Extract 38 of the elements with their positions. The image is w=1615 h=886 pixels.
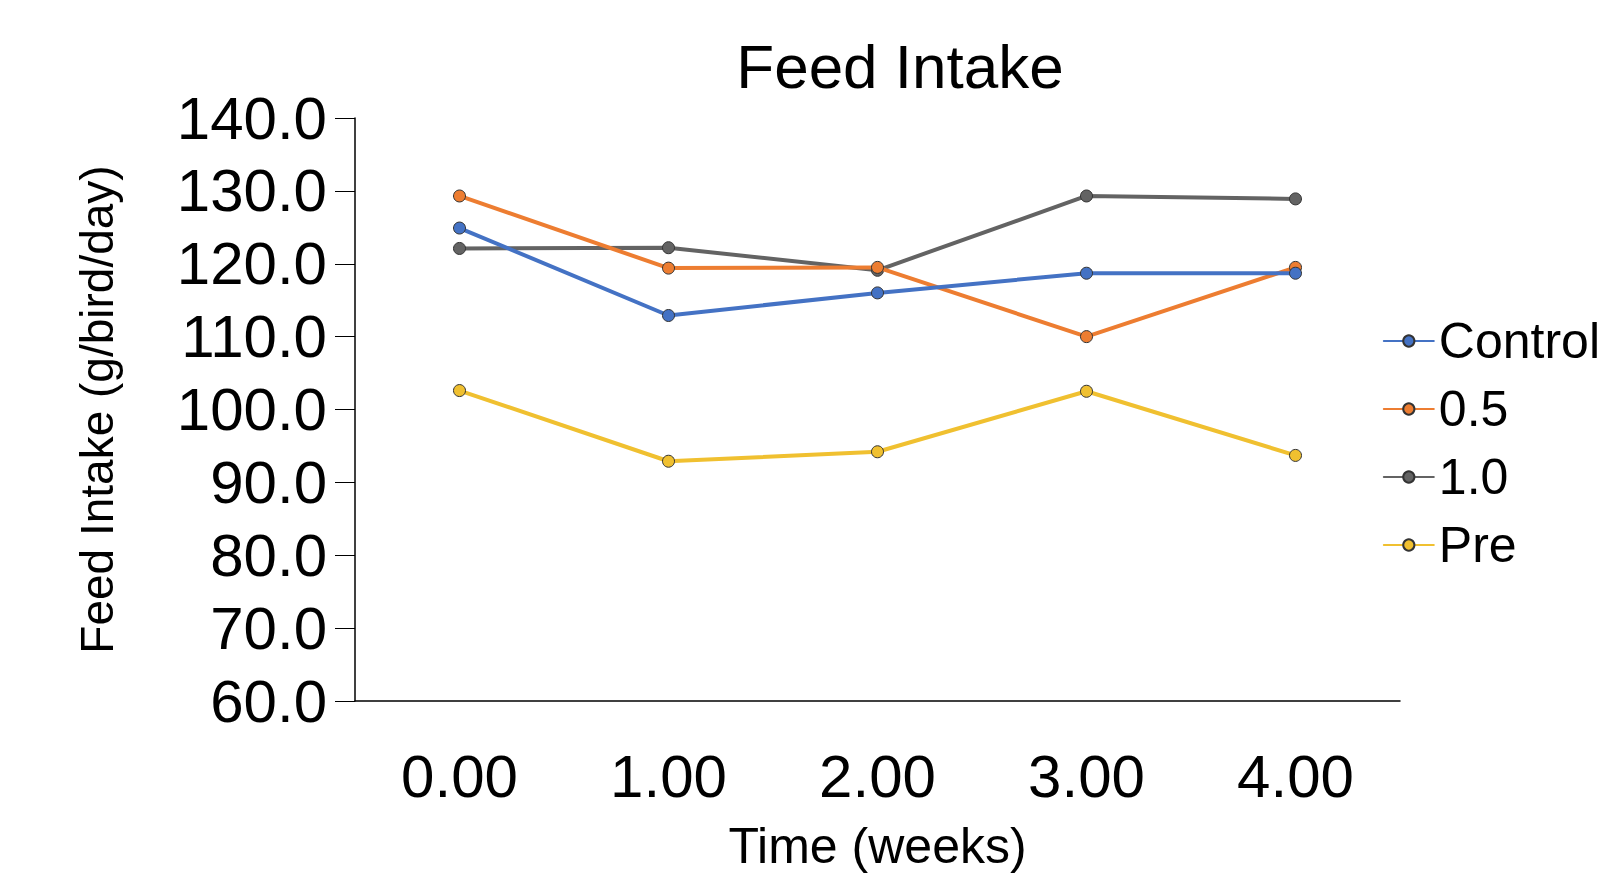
point xyxy=(1289,448,1302,462)
y-tick-label: 140.0 xyxy=(176,84,327,152)
x-tick-label: 4.00 xyxy=(1237,742,1354,810)
chart-title: Feed Intake xyxy=(736,31,1064,101)
legend-label: Pre xyxy=(1438,517,1517,573)
y-axis-title: Feed Intake (g/bird/day) xyxy=(71,165,123,654)
y-tick-label: 100.0 xyxy=(176,376,327,443)
y-tick-label: 80.0 xyxy=(210,521,327,589)
x-tick-label: 0.00 xyxy=(401,742,518,810)
legend-label: 0.5 xyxy=(1438,381,1509,437)
point xyxy=(1289,266,1302,280)
point xyxy=(453,221,466,235)
point xyxy=(871,445,884,459)
point xyxy=(1080,330,1093,344)
x-tick-label: 2.00 xyxy=(819,742,936,810)
x-axis-title: Time (weeks) xyxy=(728,818,1027,874)
y-tick-label: 130.0 xyxy=(176,157,327,225)
point xyxy=(1080,266,1093,280)
legend-label: 1.0 xyxy=(1438,449,1509,505)
y-tick-label: 110.0 xyxy=(181,303,327,371)
y-tick-label: 120.0 xyxy=(176,230,327,298)
y-tick-label: 70.0 xyxy=(210,594,327,662)
y-tick-label: 90.0 xyxy=(210,448,327,516)
point xyxy=(453,189,466,203)
point xyxy=(453,241,466,255)
point xyxy=(1080,189,1093,203)
legend-label: Control xyxy=(1438,313,1601,369)
point xyxy=(1080,384,1093,398)
x-tick-label: 3.00 xyxy=(1028,742,1145,810)
point xyxy=(1289,192,1302,206)
y-tick-label: 60.0 xyxy=(210,667,327,735)
point xyxy=(662,308,675,322)
point xyxy=(662,454,675,468)
point xyxy=(662,261,675,275)
point xyxy=(662,241,675,255)
point xyxy=(453,384,466,398)
x-tick-label: 1.00 xyxy=(610,742,727,810)
point xyxy=(871,286,884,300)
